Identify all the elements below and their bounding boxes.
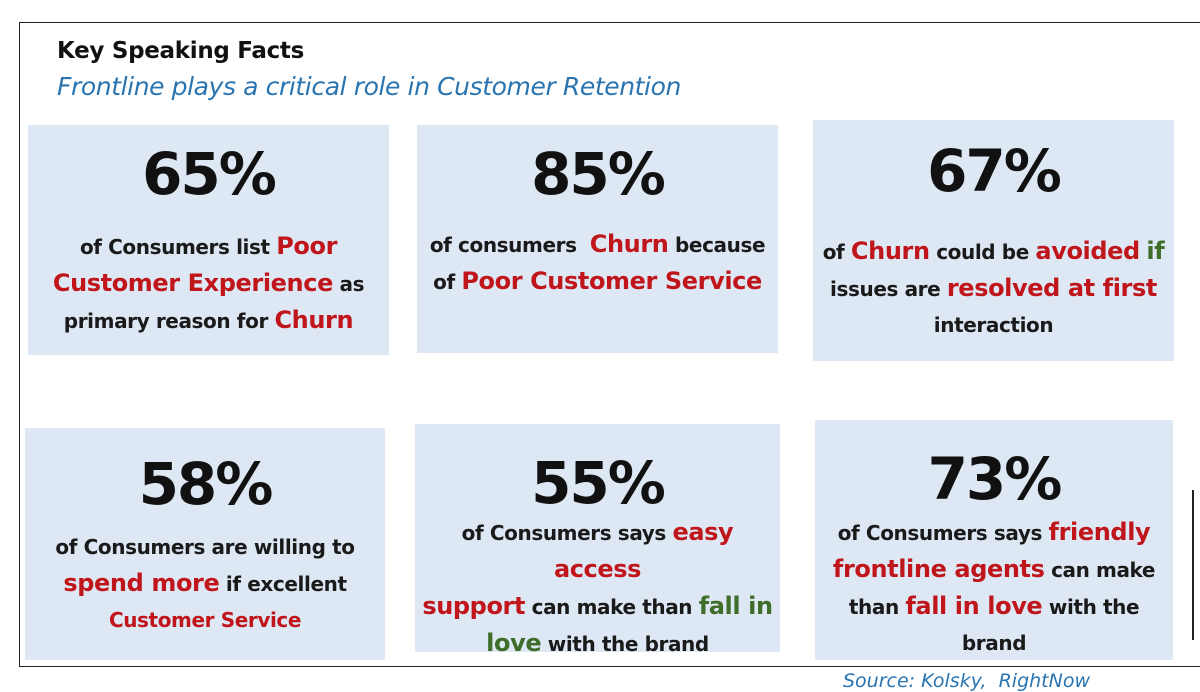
text-run: if excellent	[219, 572, 347, 596]
fact-description: of consumers Churn because of Poor Custo…	[417, 226, 778, 300]
fact-card-58: 58% of Consumers are willing to spend mo…	[25, 428, 385, 660]
text-run: because	[668, 233, 766, 257]
text-run: of Consumers says	[461, 521, 673, 545]
highlight-red: Churn	[850, 237, 930, 265]
highlight-red: resolved at first	[946, 274, 1157, 302]
text-run: primary reason for	[63, 309, 275, 333]
right-rule	[1192, 490, 1194, 640]
highlight-red: support	[422, 592, 526, 620]
fact-description: of Consumers list Poor Customer Experien…	[28, 228, 389, 339]
highlight-red: Customer Service	[108, 608, 302, 632]
highlight-green: fall in	[698, 592, 773, 620]
fact-card-55: 55% of Consumers says easy access suppor…	[415, 424, 780, 657]
highlight-red: easy access	[553, 518, 734, 583]
text-run: brand	[961, 631, 1027, 655]
fact-card-65: 65% of Consumers list Poor Customer Expe…	[28, 125, 389, 355]
text-run: of	[433, 270, 462, 294]
fact-card-67: 67% of Churn could be avoided if issues …	[813, 120, 1174, 361]
highlight-red: Churn	[589, 230, 669, 258]
page-subtitle: Frontline plays a critical role in Custo…	[57, 72, 681, 101]
text-run: interaction	[933, 313, 1054, 337]
highlight-red: frontline agents	[832, 555, 1045, 583]
highlight-red: Poor	[276, 232, 338, 260]
highlight-red: Customer Experience	[52, 269, 333, 297]
fact-description: of Consumers are willing to spend more i…	[25, 529, 385, 638]
text-run: could be	[929, 240, 1036, 264]
text-run: of Consumers says	[837, 521, 1049, 545]
source-credit: Source: Kolsky, RightNow	[843, 670, 1090, 692]
highlight-green: love	[486, 629, 542, 657]
text-run: of consumers	[429, 233, 590, 257]
fact-description: of Consumers says easy access support ca…	[415, 514, 780, 662]
text-run: issues are	[830, 277, 947, 301]
page-title: Key Speaking Facts	[57, 38, 304, 64]
fact-percent: 73%	[927, 445, 1063, 513]
highlight-red: Churn	[274, 306, 354, 334]
text-run: of Consumers are willing to	[55, 535, 355, 559]
fact-description: of Churn could be avoided if issues are …	[813, 233, 1174, 343]
fact-percent: 65%	[142, 140, 277, 208]
text-run: of Consumers list	[79, 235, 277, 259]
fact-percent: 55%	[531, 449, 666, 517]
highlight-red: avoided	[1035, 237, 1140, 265]
fact-card-73: 73% of Consumers says friendly frontline…	[815, 420, 1173, 660]
slide-frame	[19, 22, 1200, 667]
highlight-red: spend more	[63, 569, 220, 597]
text-run: with the brand	[541, 632, 709, 656]
highlight-red: Poor Customer Service	[461, 267, 762, 295]
text-run: than	[848, 595, 906, 619]
text-run: can make than	[525, 595, 699, 619]
fact-percent: 58%	[138, 450, 274, 518]
text-run: with the	[1042, 595, 1140, 619]
text-run: of	[822, 240, 851, 264]
highlight-red: fall in love	[905, 592, 1043, 620]
fact-card-85: 85% of consumers Churn because of Poor C…	[417, 125, 778, 353]
highlight-red: friendly	[1048, 518, 1151, 546]
fact-percent: 85%	[531, 140, 666, 208]
text-run: as	[332, 272, 365, 296]
highlight-green: if	[1146, 237, 1165, 265]
fact-percent: 67%	[927, 137, 1062, 205]
fact-description: of Consumers says friendly frontline age…	[815, 514, 1173, 661]
text-run: can make	[1044, 558, 1156, 582]
